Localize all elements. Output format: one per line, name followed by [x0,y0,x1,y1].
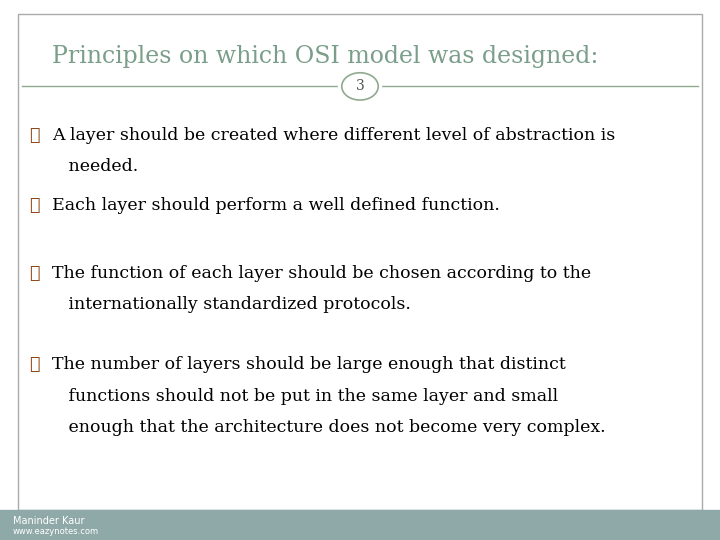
Text: ❧: ❧ [29,356,39,373]
Text: needed.: needed. [52,158,138,175]
Text: The function of each layer should be chosen according to the: The function of each layer should be cho… [52,265,591,281]
Text: Maninder Kaur: Maninder Kaur [13,516,84,525]
Text: ❧: ❧ [29,265,39,281]
Text: The number of layers should be large enough that distinct: The number of layers should be large eno… [52,356,566,373]
Text: ❧: ❧ [29,127,39,144]
Circle shape [338,70,382,103]
Circle shape [342,73,378,100]
Text: enough that the architecture does not become very complex.: enough that the architecture does not be… [52,419,606,436]
Text: Each layer should perform a well defined function.: Each layer should perform a well defined… [52,197,500,214]
FancyBboxPatch shape [18,14,702,510]
Text: ❧: ❧ [29,197,39,214]
Text: internationally standardized protocols.: internationally standardized protocols. [52,296,410,313]
Bar [0,510,720,540]
Text: A layer should be created where different level of abstraction is: A layer should be created where differen… [52,127,615,144]
Text: 3: 3 [356,79,364,93]
Text: Principles on which OSI model was designed:: Principles on which OSI model was design… [52,45,598,68]
Text: functions should not be put in the same layer and small: functions should not be put in the same … [52,388,558,404]
Text: www.eazynotes.com: www.eazynotes.com [13,527,99,536]
